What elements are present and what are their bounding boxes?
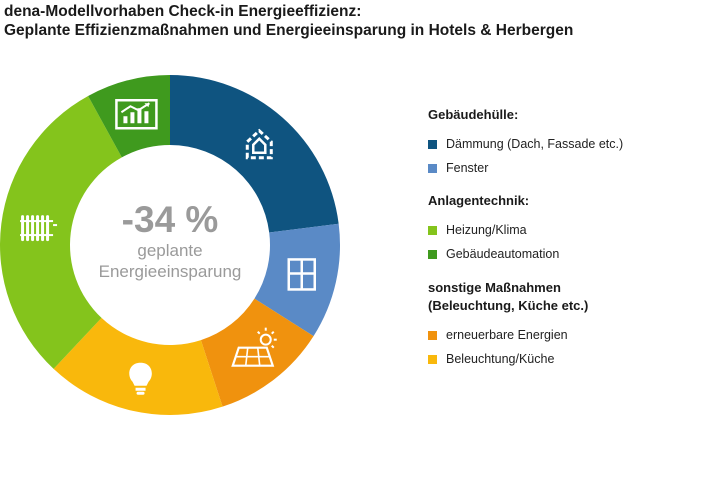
center-label: -34 % geplante Energieeinsparung <box>99 199 242 281</box>
donut-slice-6 <box>88 75 170 158</box>
solar-panel-icon <box>231 327 277 367</box>
legend-label: Fenster <box>446 161 489 175</box>
center-line-2: Energieeinsparung <box>99 262 242 281</box>
house-insulation-icon <box>245 128 273 160</box>
legend-label: Dämmung (Dach, Fassade etc.) <box>446 137 624 151</box>
radiator-icon <box>20 215 58 242</box>
legend-swatch <box>428 331 437 340</box>
legend-swatch <box>428 355 437 364</box>
legend-group-title: (Beleuchtung, Küche etc.) <box>428 298 589 313</box>
legend-group-gebaeudehuelle: Gebäudehülle: Dämmung (Dach, Fassade etc… <box>428 106 708 176</box>
legend-item-daemmung: Dämmung (Dach, Fassade etc.) <box>428 136 708 152</box>
donut-slices <box>0 75 340 415</box>
legend-swatch <box>428 140 437 149</box>
lightbulb-icon <box>129 362 152 395</box>
legend-group-title: sonstige Maßnahmen <box>428 280 561 295</box>
legend-swatch <box>428 164 437 173</box>
legend-label: Beleuchtung/Küche <box>446 352 555 366</box>
legend-label: Gebäudeautomation <box>446 247 560 261</box>
donut-slice-3 <box>200 298 314 407</box>
center-value: -34 % <box>122 199 219 240</box>
donut-slice-5 <box>0 96 122 369</box>
legend-item-fenster: Fenster <box>428 160 708 176</box>
slice-icons <box>20 98 316 395</box>
legend: Gebäudehülle: Dämmung (Dach, Fassade etc… <box>428 106 708 367</box>
monitor-chart-icon <box>115 98 158 130</box>
donut-slice-2 <box>254 223 340 337</box>
window-icon <box>287 258 316 291</box>
chart-title: dena-Modellvorhaben Check-in Energieeffi… <box>4 2 573 40</box>
legend-item-beleuchtung-kueche: Beleuchtung/Küche <box>428 351 708 367</box>
chart-title-line-1: dena-Modellvorhaben Check-in Energieeffi… <box>4 3 362 20</box>
legend-swatch <box>428 250 437 259</box>
chart-title-line-2: Geplante Effizienzmaßnahmen und Energiee… <box>4 22 574 39</box>
legend-label: erneuerbare Energien <box>446 328 568 342</box>
legend-group-sonstige: sonstige Maßnahmen (Beleuchtung, Küche e… <box>428 279 708 367</box>
legend-label: Heizung/Klima <box>446 223 527 237</box>
legend-group-title: Gebäudehülle: <box>428 107 519 122</box>
legend-item-heizung-klima: Heizung/Klima <box>428 222 708 238</box>
donut-chart: -34 % geplante Energieeinsparung <box>0 75 340 415</box>
legend-swatch <box>428 226 437 235</box>
center-line-1: geplante <box>137 241 202 260</box>
legend-item-gebaeudeautomation: Gebäudeautomation <box>428 246 708 262</box>
legend-group-anlagentechnik: Anlagentechnik: Heizung/Klima Gebäudeaut… <box>428 192 708 262</box>
legend-item-erneuerbare-energien: erneuerbare Energien <box>428 327 708 343</box>
legend-group-title: Anlagentechnik: <box>428 193 530 208</box>
